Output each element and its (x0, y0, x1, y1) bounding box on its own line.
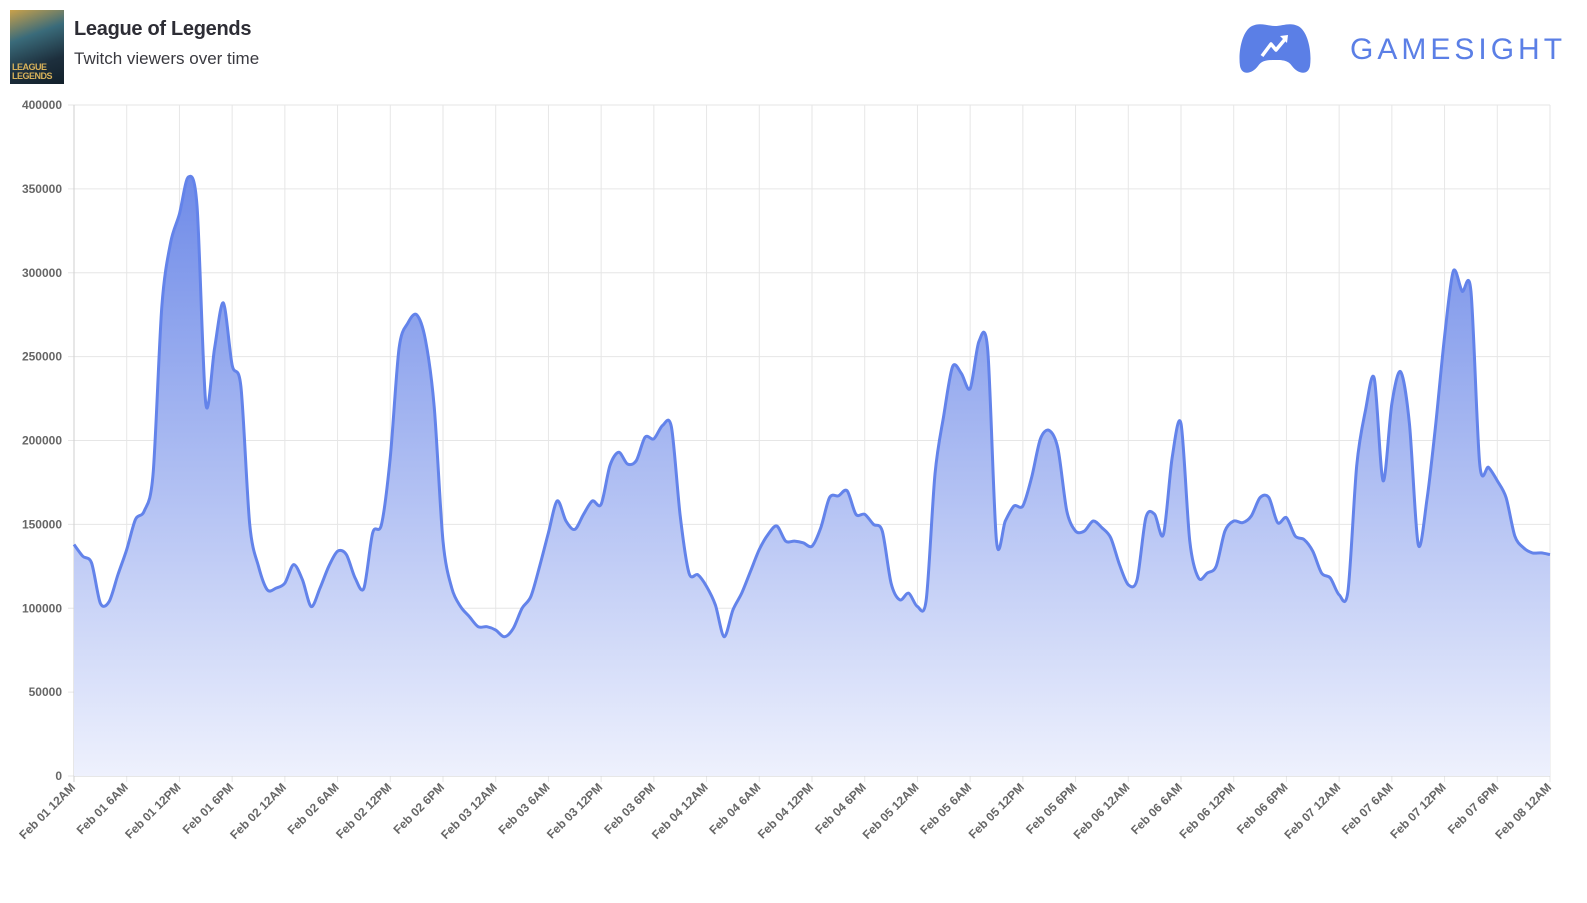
x-tick-label: Feb 03 6PM (601, 780, 658, 837)
game-title: League of Legends (74, 18, 252, 40)
x-tick-label: Feb 01 12PM (122, 780, 183, 841)
y-tick-label: 150000 (22, 517, 62, 531)
viewers-area-fill (74, 176, 1550, 776)
x-tick-label: Feb 05 6AM (917, 780, 974, 837)
x-tick-label: Feb 02 12AM (227, 780, 289, 842)
game-cover-art: LEAGUE LEGENDS (10, 10, 64, 84)
x-tick-label: Feb 06 12AM (1071, 780, 1133, 842)
y-tick-label: 200000 (22, 434, 62, 448)
x-tick-label: Feb 05 12PM (966, 780, 1027, 841)
x-tick-label: Feb 04 6AM (706, 780, 763, 837)
x-tick-label: Feb 06 6PM (1234, 780, 1291, 837)
x-tick-label: Feb 06 12PM (1177, 780, 1238, 841)
y-tick-label: 0 (55, 769, 62, 783)
y-tick-label: 400000 (22, 98, 62, 112)
y-tick-label: 50000 (29, 685, 63, 699)
x-tick-label: Feb 01 6PM (180, 780, 237, 837)
x-tick-label: Feb 07 12AM (1281, 780, 1343, 842)
x-tick-label: Feb 01 12AM (16, 780, 78, 842)
x-tick-label: Feb 08 12AM (1492, 780, 1554, 842)
x-tick-label: Feb 02 12PM (333, 780, 394, 841)
x-tick-label: Feb 04 12AM (649, 780, 711, 842)
x-tick-label: Feb 05 6PM (1023, 780, 1080, 837)
x-tick-label: Feb 03 6AM (495, 780, 552, 837)
x-tick-label: Feb 05 12AM (860, 780, 922, 842)
y-tick-label: 300000 (22, 266, 62, 280)
gamesight-controller-logo-icon (1239, 24, 1311, 73)
x-tick-label: Feb 04 12PM (755, 780, 816, 841)
chart-subtitle: Twitch viewers over time (74, 49, 260, 68)
x-tick-label: Feb 01 6AM (74, 780, 131, 837)
brand-name: GAMESIGHT (1350, 33, 1567, 66)
x-tick-label: Feb 06 6AM (1128, 780, 1185, 837)
y-tick-label: 100000 (22, 601, 62, 615)
x-tick-label: Feb 02 6AM (285, 780, 342, 837)
y-tick-label: 250000 (22, 350, 62, 364)
x-tick-label: Feb 07 6AM (1339, 780, 1396, 837)
viewers-line (72, 174, 1551, 639)
x-tick-label: Feb 02 6PM (391, 780, 448, 837)
x-tick-label: Feb 07 6PM (1445, 780, 1502, 837)
y-tick-label: 350000 (22, 182, 62, 196)
x-tick-label: Feb 04 6PM (812, 780, 869, 837)
x-tick-label: Feb 07 12PM (1387, 780, 1448, 841)
x-tick-label: Feb 03 12AM (438, 780, 500, 842)
x-tick-label: Feb 03 12PM (544, 780, 605, 841)
